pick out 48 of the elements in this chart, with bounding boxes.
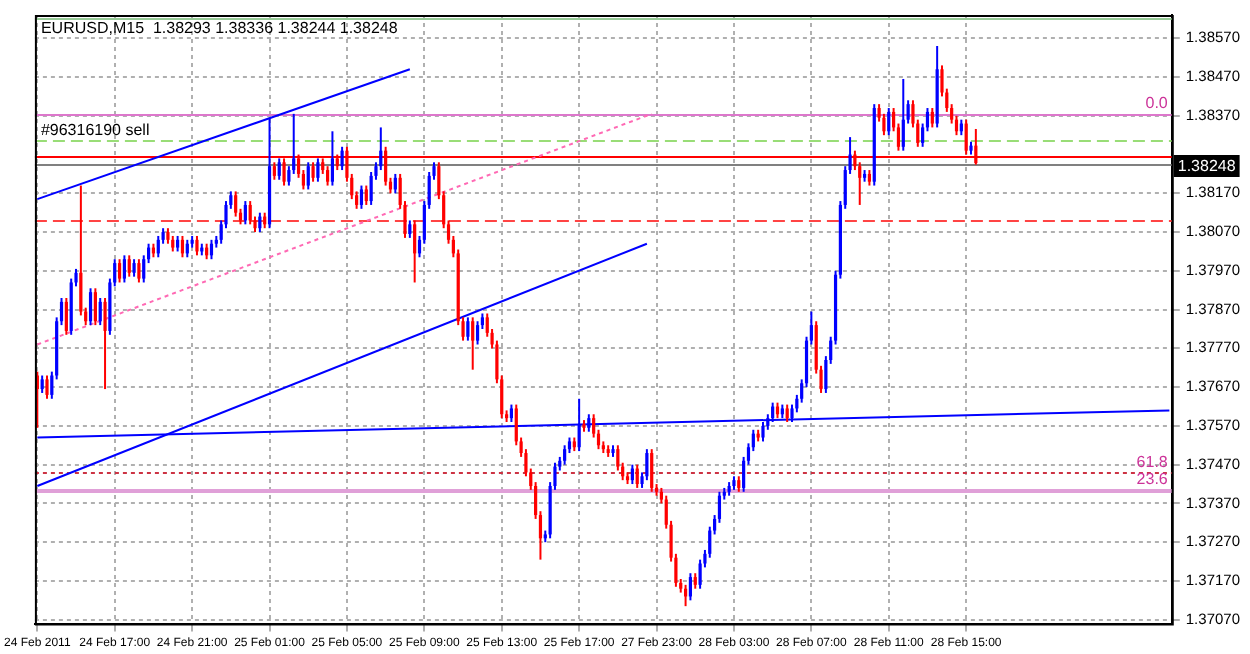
- candlestick: [45, 374, 49, 400]
- candlestick: [413, 219, 417, 284]
- candlestick: [88, 287, 93, 327]
- candlestick: [93, 287, 97, 327]
- candlestick: [330, 130, 335, 187]
- candlestick: [359, 184, 364, 210]
- ref-line-label: 1.38248: [1177, 157, 1237, 176]
- candlestick: [122, 254, 126, 284]
- candlestick: [117, 258, 122, 284]
- candlestick: [471, 316, 475, 371]
- candlestick: [698, 558, 702, 590]
- candlestick: [364, 184, 368, 206]
- candlestick: [79, 184, 83, 317]
- candlestick: [475, 320, 480, 346]
- candlestick: [311, 161, 315, 183]
- candlestick: [316, 157, 320, 183]
- candlestick: [64, 296, 68, 336]
- candlestick: [901, 77, 905, 152]
- annotation: 23.6: [1136, 470, 1169, 489]
- candlestick: [325, 165, 330, 187]
- candlestick: [466, 316, 470, 342]
- candlestick: [616, 444, 620, 472]
- candlestick: [645, 448, 649, 482]
- candlestick: [243, 200, 247, 226]
- candlestick: [379, 126, 383, 172]
- candlestick: [887, 107, 891, 137]
- candlestick: [137, 258, 141, 284]
- candlestick: [340, 145, 344, 172]
- candlestick: [248, 200, 252, 226]
- chart-title: EURUSD,M15 1.38293 1.38336 1.38244 1.38248: [40, 19, 399, 38]
- candlestick: [635, 463, 639, 489]
- candlestick: [563, 444, 567, 466]
- candlestick: [98, 296, 102, 327]
- candlestick: [650, 448, 654, 493]
- candlestick: [127, 254, 131, 278]
- candlestick: [882, 112, 886, 137]
- annotation: 0.0: [1145, 94, 1169, 113]
- candlestick: [103, 296, 107, 391]
- candlestick: [306, 161, 310, 191]
- annotation: 61.8: [1136, 452, 1169, 471]
- candlestick: [195, 234, 199, 257]
- candlestick: [277, 157, 281, 181]
- candlestick: [180, 234, 185, 259]
- candlestick: [156, 234, 160, 259]
- candlestick: [930, 107, 934, 129]
- candlestick: [234, 190, 238, 218]
- candlestick: [688, 572, 693, 602]
- ref-line-label: #96316190 sell: [40, 121, 150, 140]
